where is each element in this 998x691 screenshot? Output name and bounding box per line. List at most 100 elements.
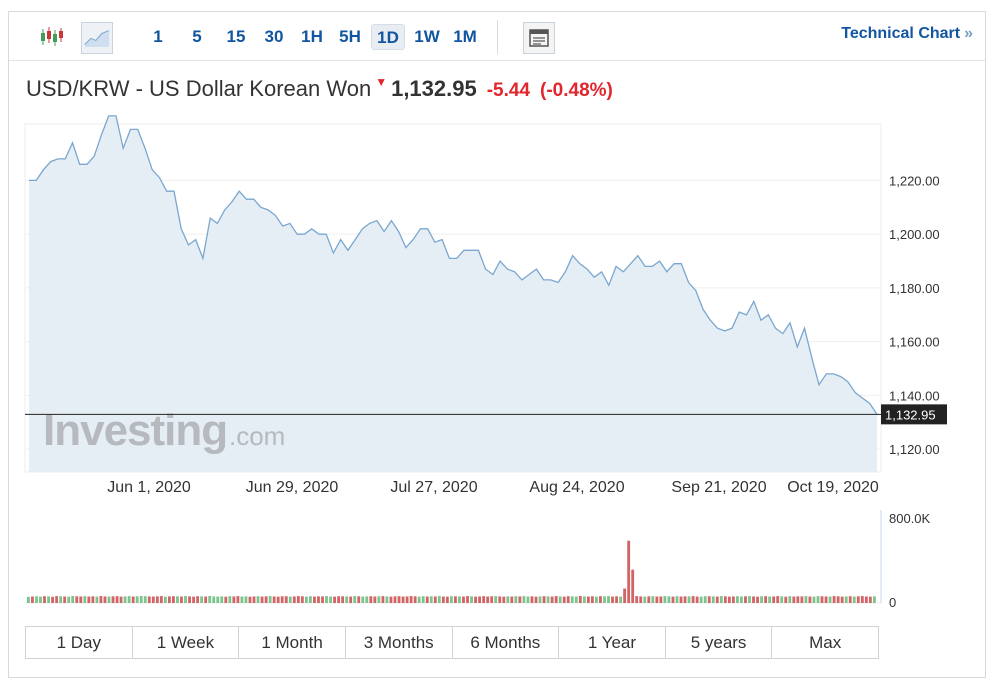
technical-chart-link[interactable]: Technical Chart» <box>841 25 973 43</box>
price-chart[interactable]: Investing .com 1,132.95 1,220.00 1,200.00… <box>9 112 985 617</box>
volume-bar <box>369 596 373 603</box>
volume-bar <box>308 596 312 603</box>
volume-bar <box>683 596 687 603</box>
volume-bar <box>462 596 465 603</box>
volume-bar <box>631 569 635 604</box>
volume-bar <box>79 596 83 603</box>
area-chart-icon[interactable] <box>81 22 113 54</box>
range-5-years[interactable]: 5 years <box>666 627 773 658</box>
volume-bar <box>530 596 534 603</box>
volume-bar <box>95 596 99 603</box>
volume-bar <box>425 596 429 603</box>
interval-button-5h[interactable]: 5H <box>339 27 361 46</box>
volume-bar <box>449 596 453 603</box>
volume-bar <box>611 596 614 603</box>
volume-bar <box>711 596 715 603</box>
volume-bar <box>744 596 747 603</box>
volume-bar <box>256 596 260 603</box>
candlestick-chart-icon[interactable] <box>37 22 67 52</box>
volume-bar <box>208 595 212 603</box>
volume-bar <box>655 596 659 603</box>
instrument-header: USD/KRW - US Dollar Korean Won ▼ 1,132.95-… <box>26 75 613 104</box>
volume-bar <box>703 596 707 603</box>
volume-bar <box>236 596 240 603</box>
volume-bar <box>478 596 482 603</box>
volume-bar <box>119 596 123 603</box>
volume-bar <box>566 596 570 603</box>
range-1-week[interactable]: 1 Week <box>133 627 240 658</box>
volume-bar <box>518 596 522 603</box>
range-max[interactable]: Max <box>809 633 842 652</box>
volume-bar <box>353 596 357 603</box>
volume-bar <box>651 596 655 603</box>
volume-bar <box>667 596 671 603</box>
interval-button-30[interactable]: 30 <box>264 27 284 46</box>
volume-bar <box>474 596 477 603</box>
volume-bar <box>244 596 248 603</box>
volume-bar <box>534 596 538 603</box>
range-1-day[interactable]: 1 Day <box>26 627 133 658</box>
volume-bar <box>695 596 699 603</box>
volume-bar <box>151 596 155 603</box>
volume-bar <box>574 596 578 603</box>
volume-bar <box>659 596 663 603</box>
volume-bar <box>454 596 457 603</box>
volume-bar <box>127 596 131 603</box>
volume-bar <box>284 596 288 603</box>
volume-bar <box>820 596 824 603</box>
volume-bar <box>727 596 731 603</box>
volume-bar <box>707 596 711 603</box>
volume-bar <box>800 596 804 603</box>
volume-bar <box>115 596 119 603</box>
volume-bar <box>59 596 63 603</box>
down-arrow-icon: ▼ <box>375 75 388 89</box>
volume-bar <box>619 596 623 603</box>
volume-bar <box>240 596 244 603</box>
volume-bar <box>361 596 365 603</box>
volume-bar <box>623 588 627 603</box>
range-6-months[interactable]: 6 Months <box>453 627 560 658</box>
volume-bar <box>760 596 764 603</box>
range-1-month[interactable]: 1 Month <box>239 627 346 658</box>
volume-bar <box>413 596 417 603</box>
interval-button-5[interactable]: 5 <box>192 27 202 46</box>
volume-bar <box>635 596 639 603</box>
volume-bar <box>83 596 87 603</box>
interval-button-1d[interactable]: 1D <box>371 24 405 50</box>
interval-button-15[interactable]: 15 <box>226 27 246 46</box>
volume-bar <box>409 596 413 603</box>
volume-bar <box>748 596 751 603</box>
interval-button-1[interactable]: 1 <box>153 27 163 46</box>
news-panel-icon[interactable] <box>523 22 555 54</box>
volume-bar <box>586 596 590 603</box>
interval-button-1w[interactable]: 1W <box>414 27 440 46</box>
volume-bar <box>276 596 280 603</box>
volume-bar <box>333 596 336 603</box>
volume-bar <box>808 596 812 603</box>
volume-bar <box>856 596 860 603</box>
range-1-year[interactable]: 1 Year <box>559 627 666 658</box>
interval-button-1h[interactable]: 1H <box>301 27 323 46</box>
volume-bar <box>832 596 836 603</box>
price-area-fill <box>29 115 877 473</box>
volume-bar <box>780 596 784 603</box>
volume-bar <box>313 596 316 603</box>
volume-bar <box>836 596 840 603</box>
volume-bar <box>163 596 167 603</box>
volume-bar <box>63 596 67 603</box>
volume-bar <box>756 596 759 603</box>
interval-button-1m[interactable]: 1M <box>453 27 477 46</box>
volume-bar <box>123 596 127 603</box>
volume-bar <box>264 596 268 603</box>
double-chevron-right-icon: » <box>964 25 973 42</box>
volume-bar <box>804 596 808 603</box>
volume-bar <box>337 596 341 603</box>
range-3-months[interactable]: 3 Months <box>346 627 453 658</box>
volume-bar <box>671 596 675 603</box>
volume-bar <box>868 596 872 603</box>
volume-bar <box>389 596 393 603</box>
volume-bar <box>397 596 401 603</box>
volume-bar <box>373 596 377 603</box>
volume-bar <box>852 596 856 603</box>
volume-bar <box>546 596 550 603</box>
